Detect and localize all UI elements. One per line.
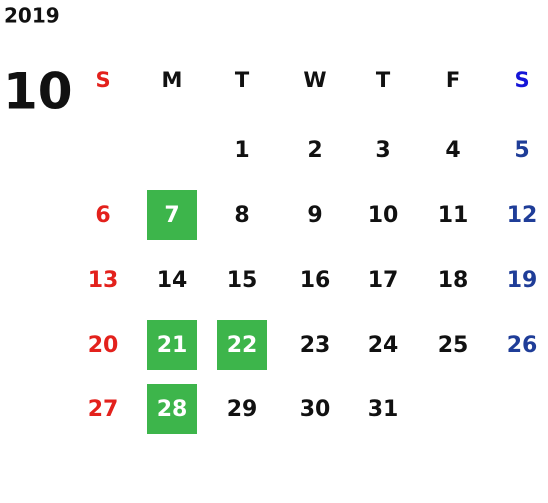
day-highlight bbox=[217, 320, 267, 370]
weekday-label: T bbox=[235, 68, 250, 92]
day-number: 26 bbox=[507, 333, 538, 358]
day-number: 13 bbox=[88, 268, 119, 293]
day-highlight bbox=[147, 320, 197, 370]
day-number: 27 bbox=[88, 397, 119, 422]
year: 2019 bbox=[4, 4, 60, 28]
weekday-label: S bbox=[95, 68, 110, 92]
day-number: 21 bbox=[157, 333, 188, 358]
day-number: 2 bbox=[307, 138, 322, 163]
day-number: 20 bbox=[88, 333, 119, 358]
day-number: 14 bbox=[157, 268, 188, 293]
day-highlight bbox=[147, 190, 197, 240]
day-number: 19 bbox=[507, 268, 538, 293]
day-number: 29 bbox=[227, 397, 258, 422]
day-number: 22 bbox=[227, 333, 258, 358]
weekday-label: W bbox=[303, 68, 326, 92]
day-number: 6 bbox=[95, 203, 110, 228]
day-number: 30 bbox=[300, 397, 331, 422]
day-number: 17 bbox=[368, 268, 399, 293]
day-number: 23 bbox=[300, 333, 331, 358]
day-number: 7 bbox=[164, 203, 179, 228]
day-number: 8 bbox=[234, 203, 249, 228]
day-number: 15 bbox=[227, 268, 258, 293]
day-number: 18 bbox=[438, 268, 469, 293]
day-number: 3 bbox=[375, 138, 390, 163]
day-number: 28 bbox=[157, 397, 188, 422]
weekday-label: F bbox=[446, 68, 460, 92]
day-highlight bbox=[147, 384, 197, 434]
day-number: 5 bbox=[514, 138, 529, 163]
day-number: 9 bbox=[307, 203, 322, 228]
weekday-label: T bbox=[376, 68, 391, 92]
day-number: 11 bbox=[438, 203, 469, 228]
day-number: 12 bbox=[507, 203, 538, 228]
day-number: 31 bbox=[368, 397, 399, 422]
day-number: 1 bbox=[234, 138, 249, 163]
day-number: 16 bbox=[300, 268, 331, 293]
day-number: 10 bbox=[368, 203, 399, 228]
weekday-label: M bbox=[162, 68, 183, 92]
month: 10 bbox=[3, 63, 73, 121]
weekday-label: S bbox=[514, 68, 529, 92]
day-number: 25 bbox=[438, 333, 469, 358]
day-number: 4 bbox=[445, 138, 460, 163]
day-number: 24 bbox=[368, 333, 399, 358]
